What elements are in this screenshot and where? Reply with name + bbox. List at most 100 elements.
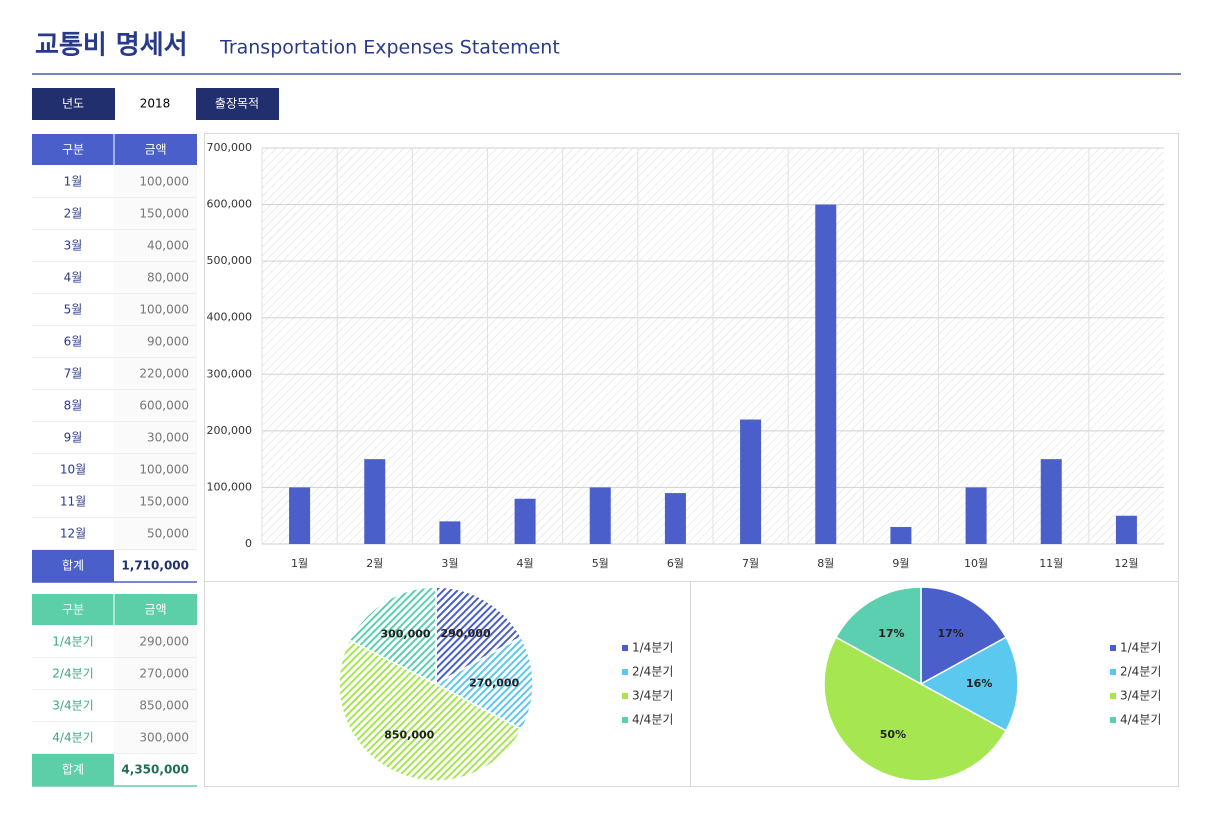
legend-swatch [1110,645,1116,651]
bar [1115,515,1137,544]
row-label: 1/4분기 [52,635,93,649]
total-label: 합계 [62,763,84,777]
x-tick-label: 3월 [441,557,458,570]
legend-swatch [622,717,628,723]
x-tick-label: 2월 [366,557,383,570]
x-tick-label: 11월 [1039,557,1063,570]
data-label: 17% [937,627,963,640]
bar [364,459,386,544]
row-value: 100,000 [139,303,189,317]
pie-slice [348,586,437,686]
value-cell-bg [114,262,197,294]
value-cell-bg [114,230,197,262]
legend-swatch [1110,669,1116,675]
bar [589,487,611,544]
bar [1040,459,1062,544]
column-header: 구분 [62,143,84,157]
pie-slice [434,636,534,731]
y-tick-label: 500,000 [207,254,253,267]
row-value: 90,000 [147,335,189,349]
bar [815,204,837,545]
row-label: 10월 [60,463,86,477]
row-label: 8월 [64,399,83,413]
row-value: 290,000 [139,635,189,649]
row-label: 4월 [64,271,83,285]
bar [289,487,311,544]
row-label: 2월 [64,207,83,221]
total-value: 1,710,000 [121,559,189,573]
row-value: 40,000 [147,239,189,253]
bar [514,498,536,544]
y-tick-label: 300,000 [207,367,253,380]
row-value: 50,000 [147,527,189,541]
row-value: 850,000 [139,699,189,713]
x-tick-label: 10월 [964,557,988,570]
value-cell-bg [114,326,197,358]
value-cell-bg [114,390,197,422]
total-label: 합계 [62,559,84,573]
legend-label: 3/4분기 [632,689,673,703]
data-label: 50% [880,728,906,741]
data-label: 850,000 [384,729,434,742]
legend-label: 2/4분기 [1120,665,1161,679]
legend-swatch [622,693,628,699]
bar [439,521,461,544]
x-tick-label: 5월 [592,557,609,570]
value-cell-bg [114,658,197,690]
y-tick-label: 600,000 [207,198,253,211]
row-value: 600,000 [139,399,189,413]
row-value: 150,000 [139,495,189,509]
purpose-label: 출장목적 [215,97,259,111]
pie-slice [919,636,1019,732]
x-tick-label: 6월 [667,557,684,570]
value-cell-bg [114,518,197,550]
row-label: 6월 [64,335,83,349]
bar [664,493,686,544]
purpose-label-box [196,88,279,120]
legend-label: 4/4분기 [632,713,673,727]
row-value: 150,000 [139,207,189,221]
legend-label: 1/4분기 [632,641,673,655]
total-value: 4,350,000 [121,763,189,777]
row-label: 5월 [64,303,83,317]
legend-label: 4/4분기 [1120,713,1161,727]
bar [740,419,762,544]
data-label: 300,000 [380,627,430,640]
row-value: 80,000 [147,271,189,285]
value-cell-bg [114,454,197,486]
row-label: 3월 [64,239,83,253]
y-tick-label: 200,000 [207,424,253,437]
legend-swatch [622,669,628,675]
pie-slice [435,586,522,686]
total-label-box [32,754,114,786]
data-label: 16% [966,677,992,690]
x-tick-label: 4월 [517,557,534,570]
y-tick-label: 700,000 [207,141,253,154]
bar [890,527,912,544]
subtitle: Transportation Expenses Statement [219,37,560,59]
value-cell-bg [114,422,197,454]
x-tick-label: 7월 [742,557,759,570]
year-value: 2018 [140,97,171,111]
data-label: 290,000 [441,627,491,640]
row-value: 30,000 [147,431,189,445]
pie-slice [920,586,1008,686]
value-cell-bg [114,690,197,722]
year-label: 년도 [62,97,84,111]
x-tick-label: 9월 [892,557,909,570]
value-cell-bg [114,486,197,518]
year-label-box [32,88,115,120]
pie-slice [823,636,1008,782]
legend-swatch [622,645,628,651]
column-header: 금액 [144,143,166,157]
legend-label: 3/4분기 [1120,689,1161,703]
legend-swatch [1110,693,1116,699]
legend-label: 2/4분기 [632,665,673,679]
row-label: 9월 [64,431,83,445]
value-cell-bg [114,358,197,390]
row-label: 4/4분기 [52,731,93,745]
legend-label: 1/4분기 [1120,641,1161,655]
value-cell-bg [114,626,197,658]
